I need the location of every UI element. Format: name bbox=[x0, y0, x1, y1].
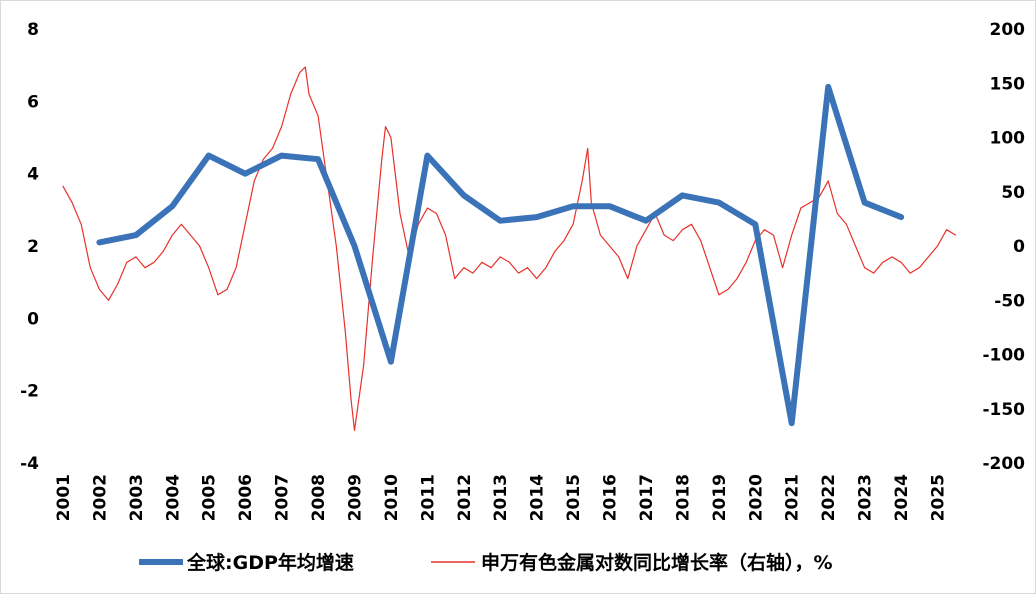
left-tick-label: 8 bbox=[27, 20, 39, 40]
x-tick-label: 2016 bbox=[601, 474, 621, 521]
x-tick-label: 2010 bbox=[382, 474, 402, 521]
x-tick-label: 2021 bbox=[783, 474, 803, 521]
right-tick-label: 0 bbox=[1013, 237, 1025, 257]
right-tick-label: 100 bbox=[990, 129, 1026, 149]
x-tick-label: 2025 bbox=[928, 474, 948, 521]
x-tick-label: 2012 bbox=[455, 474, 475, 521]
x-tick-label: 2022 bbox=[819, 474, 839, 521]
x-tick-label: 2019 bbox=[710, 474, 730, 521]
x-tick-label: 2015 bbox=[564, 474, 584, 521]
series-line-metals bbox=[62, 66, 957, 431]
x-tick-label: 2014 bbox=[528, 474, 548, 521]
left-tick-label: 4 bbox=[27, 165, 39, 185]
right-tick-label: 200 bbox=[990, 20, 1026, 40]
right-tick-label: 150 bbox=[990, 74, 1026, 94]
legend-label-gdp: 全球:GDP年均增速 bbox=[186, 551, 354, 574]
legend-label-metals: 申万有色金属对数同比增长率（右轴），% bbox=[481, 551, 833, 574]
series-line-gdp bbox=[96, 83, 905, 427]
right-tick-label: -50 bbox=[994, 291, 1025, 311]
x-tick-label: 2009 bbox=[345, 474, 365, 521]
right-tick-label: 50 bbox=[1001, 183, 1025, 203]
series-layer bbox=[62, 66, 957, 431]
x-axis-ticks: 2001 2002 2003 2004 2005 2006 2007 2008 2009 2010… bbox=[54, 474, 948, 521]
x-tick-label: 2020 bbox=[746, 474, 766, 521]
left-tick-label: 6 bbox=[27, 92, 39, 112]
x-tick-label: 2017 bbox=[637, 474, 657, 521]
right-tick-label: -200 bbox=[982, 454, 1025, 474]
x-tick-label: 2001 bbox=[54, 474, 74, 521]
right-axis-ticks: 200 150 100 50 0 -50 -100 -150 -200 bbox=[982, 20, 1025, 474]
x-tick-label: 2024 bbox=[892, 474, 912, 521]
left-tick-label: 2 bbox=[27, 237, 39, 257]
x-tick-label: 2013 bbox=[491, 474, 511, 521]
right-tick-label: -150 bbox=[982, 400, 1025, 420]
x-tick-label: 2011 bbox=[418, 474, 438, 521]
left-tick-label: 0 bbox=[27, 309, 39, 329]
left-axis-ticks: 8 6 4 2 0 -2 -4 bbox=[20, 20, 39, 474]
left-tick-label: -4 bbox=[20, 454, 39, 474]
x-tick-label: 2003 bbox=[127, 474, 147, 521]
x-tick-label: 2002 bbox=[90, 474, 110, 521]
x-tick-label: 2007 bbox=[273, 474, 293, 521]
legend: 全球:GDP年均增速 申万有色金属对数同比增长率（右轴），% bbox=[139, 551, 833, 574]
x-tick-label: 2023 bbox=[856, 474, 876, 521]
x-tick-label: 2004 bbox=[163, 474, 183, 521]
left-tick-label: -2 bbox=[20, 382, 39, 402]
x-tick-label: 2005 bbox=[200, 474, 220, 521]
x-tick-label: 2018 bbox=[673, 474, 693, 521]
right-tick-label: -100 bbox=[982, 346, 1025, 366]
x-tick-label: 2006 bbox=[236, 474, 256, 521]
x-tick-label: 2008 bbox=[309, 474, 329, 521]
